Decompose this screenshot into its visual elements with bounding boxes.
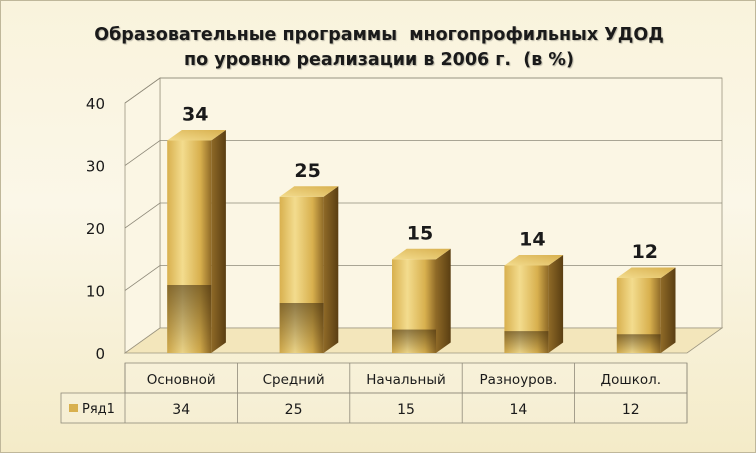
data-table-value: 14: [509, 402, 527, 418]
data-label: 12: [632, 241, 658, 263]
bar: [392, 248, 451, 353]
bar: [167, 130, 226, 353]
y-tick-label: 40: [86, 95, 105, 113]
data-table-header-row: [124, 362, 688, 394]
data-label: 25: [294, 160, 320, 182]
category-label: Разноуров.: [480, 372, 558, 388]
bar-shade: [167, 285, 212, 353]
data-label: 14: [519, 229, 545, 251]
bar-top: [504, 255, 564, 266]
y-tick-label: 10: [86, 283, 105, 301]
category-label: Начальный: [366, 372, 446, 388]
legend-label: Ряд1: [82, 402, 115, 417]
bar-shade: [279, 303, 324, 353]
bar-top: [392, 248, 451, 260]
chart-title: Образовательные программы многопрофильны…: [1, 23, 755, 73]
bar: [616, 267, 676, 353]
chart-title-line-2: по уровню реализации в 2006 г. (в %): [184, 50, 574, 70]
bar: [279, 186, 339, 353]
data-label: 34: [182, 104, 208, 126]
bar-shade: [504, 331, 549, 353]
bar-shade: [616, 334, 661, 353]
y-tick-label: 0: [95, 345, 105, 363]
y-tick-label: 20: [86, 220, 105, 238]
bar-top: [167, 130, 226, 141]
gridline: [124, 202, 722, 229]
gridline: [124, 77, 722, 104]
bar-side: [211, 130, 226, 353]
bar: [504, 255, 564, 353]
bar-side: [548, 255, 564, 353]
bar-top: [616, 267, 676, 278]
gridline: [124, 140, 722, 166]
category-label: Средний: [263, 372, 325, 388]
data-table-value: 15: [397, 402, 415, 418]
data-label: 15: [407, 222, 433, 244]
data-table-value: 34: [172, 402, 190, 418]
data-table-value-row: [60, 392, 688, 424]
chart-title-line-1: Образовательные программы многопрофильны…: [94, 25, 664, 45]
bar-shade: [392, 329, 436, 353]
data-table-value: 12: [622, 402, 640, 418]
bar-side: [323, 186, 339, 353]
data-table-value: 25: [285, 402, 303, 418]
category-label: Основной: [147, 372, 216, 388]
bar-side: [436, 248, 451, 353]
bar-side: [660, 267, 676, 353]
legend-key: [69, 404, 78, 412]
data-table: Основной Средний Начальный Разноуров. Дошкол…: [60, 362, 688, 424]
bar-top: [279, 186, 339, 197]
y-tick-label: 30: [86, 158, 105, 176]
category-label: Дошкол.: [601, 372, 662, 388]
